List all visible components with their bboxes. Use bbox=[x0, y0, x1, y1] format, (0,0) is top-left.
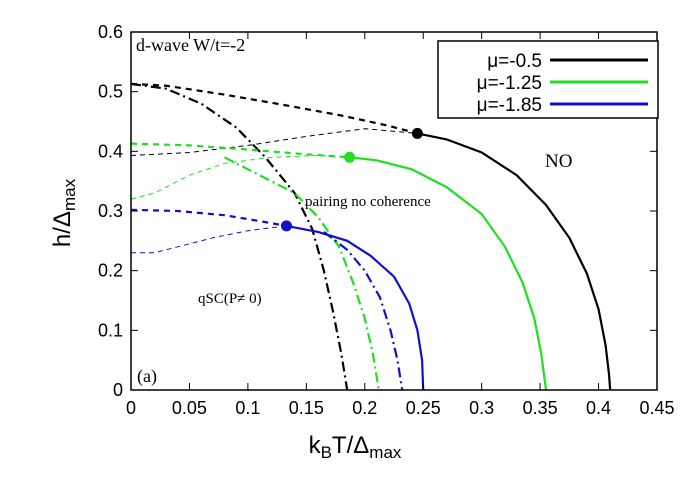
x-tick-label: 0.3 bbox=[469, 398, 494, 418]
series-3-dashdot-line bbox=[323, 231, 404, 391]
series-1-dashdot-line bbox=[130, 82, 349, 391]
series-2-solid-line bbox=[349, 156, 548, 391]
series-2-dashed-thick-line bbox=[130, 142, 350, 159]
series-1-critical-point bbox=[411, 127, 423, 139]
x-tick-label: 0.05 bbox=[172, 398, 207, 418]
y-axis-label: h/Δmax bbox=[49, 178, 79, 247]
y-tick-label: 0.1 bbox=[98, 320, 123, 340]
x-tick-label: 0.4 bbox=[586, 398, 611, 418]
series-2-critical-point bbox=[344, 151, 356, 163]
x-tick-label: 0.45 bbox=[639, 398, 674, 418]
x-tick-label: 0.1 bbox=[235, 398, 260, 418]
ticks-layer: 0 0.05 0.1 0.15 0.2 0.25 0.3 0.35 0.4 0.45 0 0.1 0.2… bbox=[98, 22, 675, 418]
annotation-pairing: pairing no coherence bbox=[305, 194, 431, 210]
series-3-dashed-thin-line bbox=[131, 225, 287, 254]
x-tick-label: 0.35 bbox=[523, 398, 558, 418]
series-3-solid-line bbox=[286, 224, 425, 391]
annotation-qsc: qSC(P≠ 0) bbox=[198, 291, 262, 307]
legend-box bbox=[437, 40, 659, 119]
legend-label-1: μ=-0.5 bbox=[487, 51, 542, 72]
annotation-panel: (a) bbox=[137, 366, 157, 387]
y-tick-label: 0.5 bbox=[98, 82, 123, 102]
series-1-solid-line bbox=[417, 132, 612, 391]
y-tick-label: 0.4 bbox=[98, 141, 123, 161]
x-tick-label: 0.15 bbox=[289, 398, 324, 418]
curves-layer bbox=[130, 82, 612, 391]
series-2-dashdot-line bbox=[224, 156, 380, 391]
series-3-critical-point bbox=[280, 220, 292, 232]
series-3-dashed-thick-line bbox=[130, 208, 287, 227]
legend: μ=-0.5μ=-1.25μ=-1.85 bbox=[437, 40, 659, 119]
series-1-dashed-thick-line bbox=[130, 82, 418, 135]
x-axis-label: kBT/Δmax bbox=[309, 432, 402, 462]
x-tick-label: 0.25 bbox=[406, 398, 441, 418]
y-tick-label: 0 bbox=[113, 380, 123, 400]
legend-label-2: μ=-1.25 bbox=[477, 73, 542, 94]
annotation-title: d-wave W/t=-2 bbox=[136, 35, 245, 55]
y-tick-label: 0.2 bbox=[98, 261, 123, 281]
legend-label-3: μ=-1.85 bbox=[477, 95, 542, 116]
annotation-no-region: NO bbox=[545, 151, 572, 172]
series-2-dashed-thin-line bbox=[130, 154, 350, 200]
x-tick-label: 0.2 bbox=[352, 398, 377, 418]
y-tick-label: 0.6 bbox=[98, 22, 123, 42]
y-tick-label: 0.3 bbox=[98, 201, 123, 221]
x-tick-label: 0 bbox=[126, 398, 136, 418]
series-1-dashed-thin-line bbox=[130, 128, 418, 156]
critical-points-layer bbox=[280, 127, 423, 232]
